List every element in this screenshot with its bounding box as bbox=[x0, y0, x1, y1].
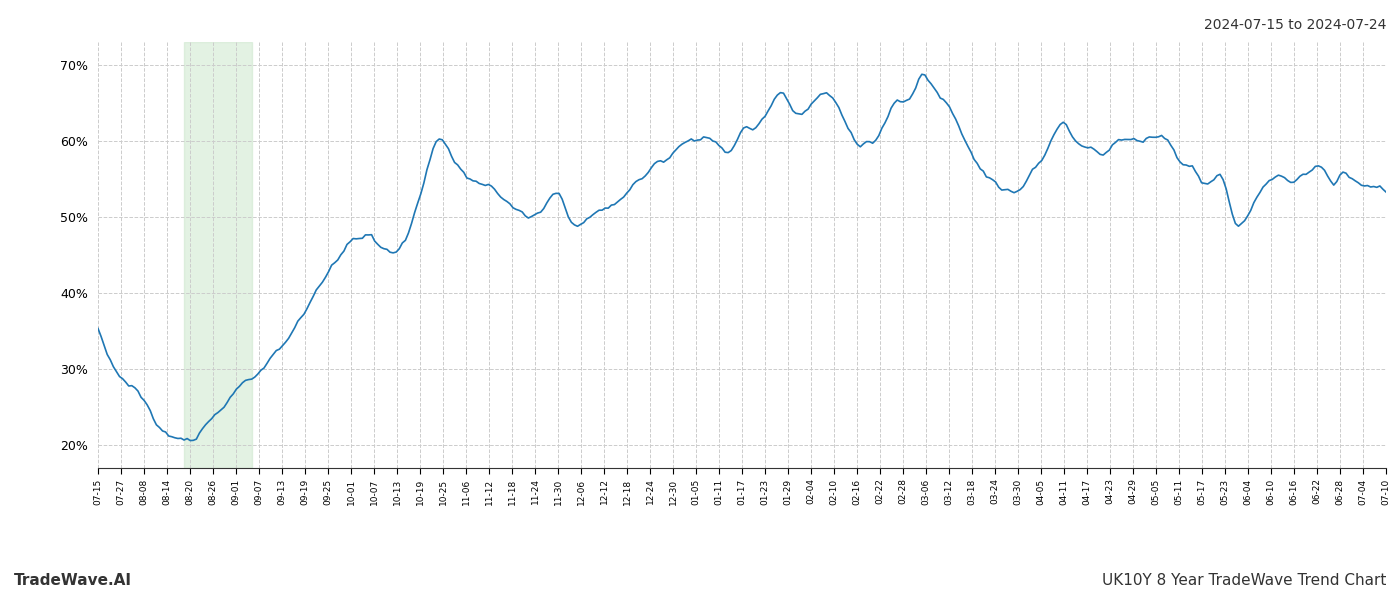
Text: TradeWave.AI: TradeWave.AI bbox=[14, 573, 132, 588]
Bar bbox=[183, 42, 252, 468]
Text: 2024-07-15 to 2024-07-24: 2024-07-15 to 2024-07-24 bbox=[1204, 18, 1386, 32]
Text: UK10Y 8 Year TradeWave Trend Chart: UK10Y 8 Year TradeWave Trend Chart bbox=[1102, 573, 1386, 588]
